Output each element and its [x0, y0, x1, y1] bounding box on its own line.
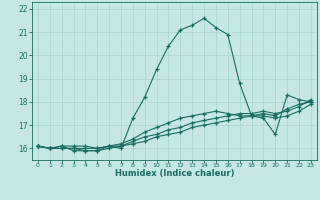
X-axis label: Humidex (Indice chaleur): Humidex (Indice chaleur) — [115, 169, 234, 178]
